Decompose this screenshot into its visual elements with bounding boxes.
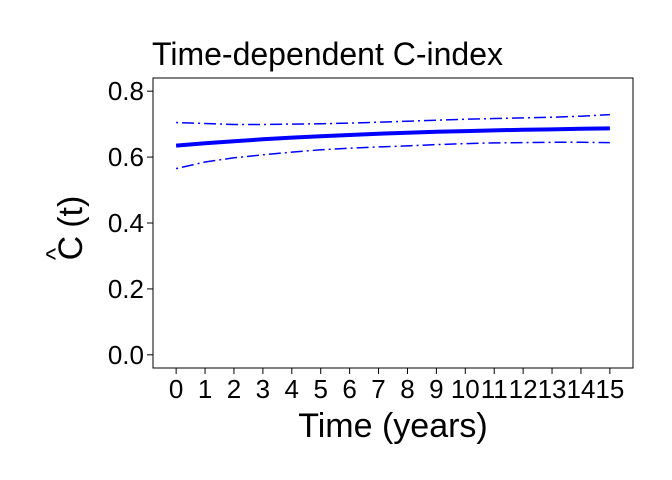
- svg-text:C(t): C (t): [52, 196, 90, 261]
- x-tick-label-13: 13: [538, 374, 567, 404]
- y-tick-label-0.8: 0.8: [108, 76, 144, 106]
- y-tick-label-0.6: 0.6: [108, 142, 144, 172]
- x-axis: 0 1 2 3 4 5 6 7 8 9 10 11 12 13 14 15: [169, 368, 624, 404]
- x-tick-label-5: 5: [313, 374, 327, 404]
- x-tick-label-0: 0: [169, 374, 183, 404]
- y-axis-title-arg: (t): [52, 196, 90, 228]
- x-axis-title: Time (years): [298, 407, 488, 445]
- series-lower-line: [175, 141, 610, 170]
- series-estimate-line: [175, 126, 610, 148]
- x-tick-label-9: 9: [429, 374, 443, 404]
- y-tick-label-0.0: 0.0: [108, 340, 144, 370]
- series-upper-line: [176, 113, 610, 126]
- y-axis-title: C (t) ^: [40, 196, 90, 261]
- x-tick-label-10: 10: [451, 374, 480, 404]
- x-tick-label-6: 6: [342, 374, 356, 404]
- y-axis-title-hat: ^: [40, 247, 70, 260]
- x-tick-label-1: 1: [198, 374, 212, 404]
- x-tick-label-15: 15: [595, 374, 624, 404]
- y-tick-label-0.4: 0.4: [108, 208, 144, 238]
- x-tick-label-12: 12: [509, 374, 538, 404]
- x-tick-label-8: 8: [400, 374, 414, 404]
- plot-frame: [152, 77, 634, 369]
- chart-title: Time-dependent C-index: [152, 36, 503, 72]
- x-tick-label-11: 11: [481, 374, 508, 404]
- y-axis: 0.0 0.2 0.4 0.6 0.8: [108, 76, 153, 370]
- series-layer: [175, 113, 610, 170]
- y-axis-title-base: C: [52, 236, 90, 261]
- x-tick-label-4: 4: [285, 374, 299, 404]
- x-tick-label-2: 2: [227, 374, 241, 404]
- x-tick-label-3: 3: [256, 374, 270, 404]
- x-tick-label-7: 7: [371, 374, 385, 404]
- x-tick-label-14: 14: [566, 374, 595, 404]
- y-tick-label-0.2: 0.2: [108, 274, 144, 304]
